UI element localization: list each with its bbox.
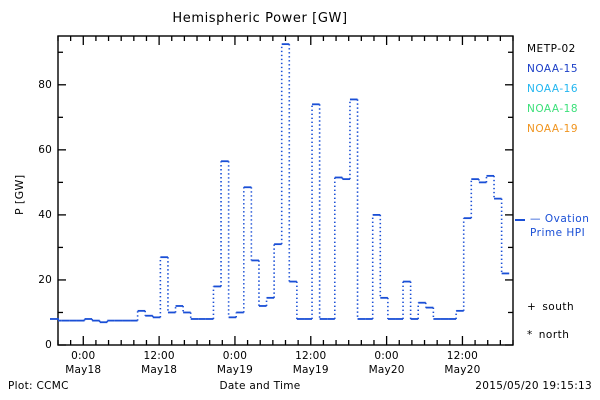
y-tick-label: 80 — [38, 78, 52, 91]
legend-item-noaa-16[interactable]: NOAA-16 — [527, 83, 579, 95]
x-tick-date: May19 — [216, 364, 253, 376]
y-tick-label: 60 — [38, 143, 52, 156]
x-tick-date: May19 — [292, 364, 329, 376]
legend-marker-north: * north — [527, 330, 569, 341]
plot-frame — [57, 35, 514, 346]
x-tick-date: May20 — [444, 364, 481, 376]
page-title: Hemispheric Power [GW] — [172, 11, 348, 26]
x-tick-date: May18 — [141, 364, 178, 376]
x-tick-label-group: 12:00 May20 — [427, 350, 497, 376]
legend-marker-label: north — [538, 329, 570, 341]
plus-icon: + — [527, 301, 537, 313]
ovation-legend-dash — [515, 219, 525, 221]
legend-ovation-line1[interactable]: — Ovation — [530, 213, 590, 225]
legend-item-noaa-18[interactable]: NOAA-18 — [527, 103, 579, 115]
x-tick-time: 12:00 — [143, 350, 175, 362]
x-axis-title: Date and Time — [219, 380, 301, 392]
x-tick-time: 0:00 — [71, 350, 96, 362]
x-tick-date: May18 — [65, 364, 102, 376]
y-tick-label: 40 — [38, 208, 52, 221]
x-tick-label-group: 0:00 May20 — [352, 350, 422, 376]
legend-marker-label: south — [542, 301, 575, 313]
y-tick-label: 20 — [38, 273, 52, 286]
x-tick-label-group: 12:00 May19 — [276, 350, 346, 376]
x-tick-label-group: 0:00 May19 — [200, 350, 270, 376]
asterisk-icon: * — [527, 329, 533, 341]
x-tick-label-group: 0:00 May18 — [48, 350, 118, 376]
footer-timestamp: 2015/05/20 19:15:13 — [475, 380, 592, 392]
x-tick-time: 0:00 — [222, 350, 248, 362]
footer-left: Plot: CCMC — [8, 380, 69, 392]
y-tick-label: 0 — [45, 339, 52, 351]
legend-item-metp-02[interactable]: METP-02 — [527, 43, 576, 55]
x-tick-time: 12:00 — [295, 350, 327, 362]
x-tick-time: 0:00 — [374, 350, 399, 362]
legend-marker-south: + south — [527, 302, 574, 313]
legend-item-noaa-19[interactable]: NOAA-19 — [527, 123, 579, 135]
legend-ovation-line2[interactable]: Prime HPI — [530, 227, 586, 239]
x-tick-label-group: 12:00 May18 — [124, 350, 194, 376]
x-tick-time: 12:00 — [446, 350, 479, 362]
x-tick-date: May20 — [368, 364, 405, 376]
legend-item-noaa-15[interactable]: NOAA-15 — [527, 63, 579, 75]
data-series-noaa15 — [58, 43, 510, 324]
